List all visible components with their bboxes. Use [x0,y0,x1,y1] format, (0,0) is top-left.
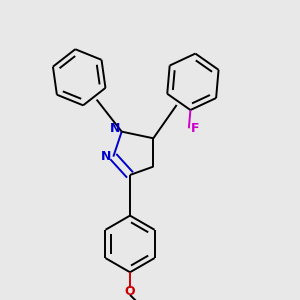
Text: O: O [125,285,135,298]
Text: N: N [110,122,120,136]
Text: N: N [101,150,111,163]
Text: F: F [191,122,200,135]
